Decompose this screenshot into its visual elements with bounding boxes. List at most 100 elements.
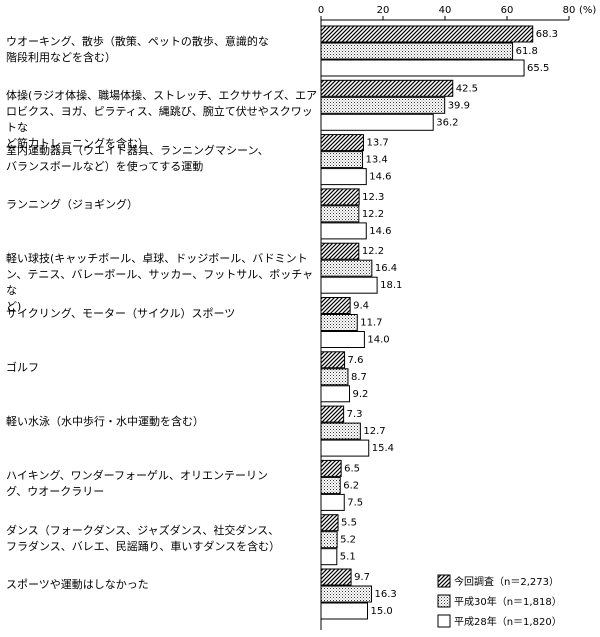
- value-label: 13.7: [366, 138, 388, 149]
- category-label: サイクリング、モーター（サイクル）スポーツ: [6, 306, 318, 322]
- value-label: 12.2: [362, 246, 384, 257]
- category-label-line: ど筋力トレーニングを含む）: [6, 137, 149, 151]
- bar-series-3: [320, 439, 370, 457]
- bar-series-2: [320, 205, 360, 223]
- legend-label: 今回調査（n＝2,273）: [454, 575, 559, 588]
- value-label: 14.0: [367, 335, 389, 346]
- category-label-line: ウオーキング、散歩（散策、ペットの散歩、意識的な: [6, 35, 269, 48]
- value-label: 5.5: [341, 518, 357, 529]
- bar-series-1: [320, 242, 360, 260]
- category-label: 体操(ラジオ体操、職場体操、ストレッチ、エクササイズ、エアロビクス、ヨガ、ピラテ…: [6, 88, 318, 152]
- bar-series-2: [320, 422, 361, 440]
- legend-swatch: [437, 594, 451, 608]
- value-label: 9.2: [353, 389, 369, 400]
- category-label-line: 階段利用などを含む）: [6, 51, 116, 64]
- category-label-line: サイクリング、モーター（サイクル）スポーツ: [6, 306, 236, 320]
- category-label: ダンス（フォークダンス、ジャズダンス、社交ダンス、 フラダンス、バレエ、民謡踊り、…: [6, 523, 318, 555]
- value-label: 12.7: [363, 426, 385, 437]
- value-label: 9.4: [353, 301, 369, 312]
- value-label: 6.2: [343, 480, 359, 491]
- value-label: 16.4: [375, 263, 397, 274]
- category-label-line: 体操(ラジオ体操、職場体操、ストレッチ、エクササイズ、エア: [6, 89, 318, 103]
- value-label: 42.5: [456, 83, 478, 94]
- legend-label: 平成30年（n＝1,818）: [454, 595, 562, 608]
- category-label-line: フラダンス、バレエ、民謡踊り、車いすダンスを含む）: [6, 539, 281, 553]
- value-label: 65.5: [527, 63, 549, 74]
- bar-series-3: [320, 385, 351, 403]
- category-label-line: ロビクス、ヨガ、ピラティス、縄跳び、腕立て伏せやスクワットな: [6, 105, 313, 135]
- bar-series-3: [320, 276, 378, 294]
- bar-series-2: [320, 96, 446, 114]
- value-label: 68.3: [536, 29, 558, 40]
- value-label: 16.3: [375, 589, 397, 600]
- value-label: 6.5: [344, 463, 360, 474]
- value-label: 11.7: [360, 318, 382, 329]
- bar-series-1: [320, 25, 534, 43]
- bar-series-3: [320, 548, 338, 566]
- value-label: 8.7: [351, 372, 367, 383]
- value-label: 7.6: [348, 355, 364, 366]
- category-label: スポーツや運動はしなかった: [6, 577, 318, 593]
- value-label: 7.5: [347, 497, 363, 508]
- bar-series-3: [320, 602, 368, 620]
- legend-swatch: [437, 614, 451, 628]
- category-label: ハイキング、ワンダーフォーゲル、オリエンテーリン グ、ウオークラリー: [6, 468, 318, 500]
- bar-series-1: [320, 514, 339, 532]
- bar-series-3: [320, 331, 365, 348]
- bar-series-2: [320, 151, 364, 169]
- category-label-line: ダンス（フォークダンス、ジャズダンス、社交ダンス、: [6, 523, 280, 537]
- category-label-line: ハイキング、ワンダーフォーゲル、オリエンテーリン: [6, 469, 269, 483]
- bar-series-3: [320, 59, 525, 77]
- bar-series-2: [320, 259, 373, 277]
- x-tick-label: 0: [318, 5, 324, 16]
- category-label-line: ランニング（ジョギング）: [6, 197, 138, 211]
- bar-series-2: [320, 314, 358, 331]
- value-label: 12.2: [362, 209, 384, 220]
- bar-series-3: [320, 168, 367, 186]
- category-label: 室内運動器具（ウエイト器具、ランニングマシーン、 バランスボールなど）を使ってする…: [6, 143, 318, 175]
- category-label-line: 軽い水泳（水中歩行・水中運動を含む）: [6, 415, 204, 429]
- value-label: 7.3: [347, 409, 363, 420]
- legend-label: 平成28年（n＝1,820）: [454, 615, 562, 628]
- category-label-line: 室内運動器具（ウエイト器具、ランニングマシーン、: [6, 143, 269, 157]
- category-label: 軽い球技(キャッチボール、卓球、ドッジボール、バドミント ン、テニス、バレーボール…: [6, 251, 318, 315]
- x-tick-label: 40: [439, 5, 452, 16]
- bar-series-2: [320, 585, 373, 603]
- value-label: 15.0: [371, 606, 393, 617]
- bar-series-1: [320, 351, 346, 369]
- value-label: 14.6: [369, 172, 391, 183]
- x-tick-label: 20: [377, 5, 390, 16]
- category-label-line: ど): [6, 300, 22, 314]
- category-label: ランニング（ジョギング）: [6, 197, 318, 213]
- bar-series-3: [320, 493, 345, 511]
- value-label: 12.3: [362, 192, 384, 203]
- bar-series-2: [320, 368, 349, 386]
- bar-series-1: [320, 188, 360, 206]
- axis-unit-label: (%): [579, 5, 596, 16]
- value-label: 13.4: [366, 155, 388, 166]
- legend-swatch: [437, 574, 451, 588]
- category-label: ウオーキング、散歩（散策、ペットの散歩、意識的な 階段利用などを含む）: [6, 34, 318, 66]
- value-label: 18.1: [380, 280, 402, 291]
- value-label: 61.8: [516, 46, 538, 57]
- bar-series-3: [320, 222, 367, 240]
- category-label-line: バランスボールなど）を使ってする運動: [6, 159, 204, 173]
- bar-series-2: [320, 531, 338, 549]
- value-label: 39.9: [448, 100, 470, 111]
- bar-series-2: [320, 42, 514, 60]
- category-label: 軽い水泳（水中歩行・水中運動を含む）: [6, 414, 318, 430]
- category-label-line: スポーツや運動はしなかった: [6, 578, 149, 591]
- bar-series-1: [320, 297, 351, 314]
- value-label: 36.2: [436, 117, 458, 128]
- category-label-line: ゴルフ: [6, 360, 39, 374]
- value-label: 9.7: [354, 572, 370, 583]
- bar-series-2: [320, 476, 341, 494]
- value-label: 15.4: [372, 443, 394, 454]
- bar-series-1: [320, 459, 342, 477]
- x-tick-label: 60: [501, 5, 514, 16]
- value-label: 14.6: [369, 226, 391, 237]
- category-label-line: グ、ウオークラリー: [6, 485, 105, 499]
- value-label: 5.2: [340, 535, 356, 546]
- category-label-line: ン、テニス、バレーボール、サッカー、フットサル、ボッチャな: [6, 268, 314, 298]
